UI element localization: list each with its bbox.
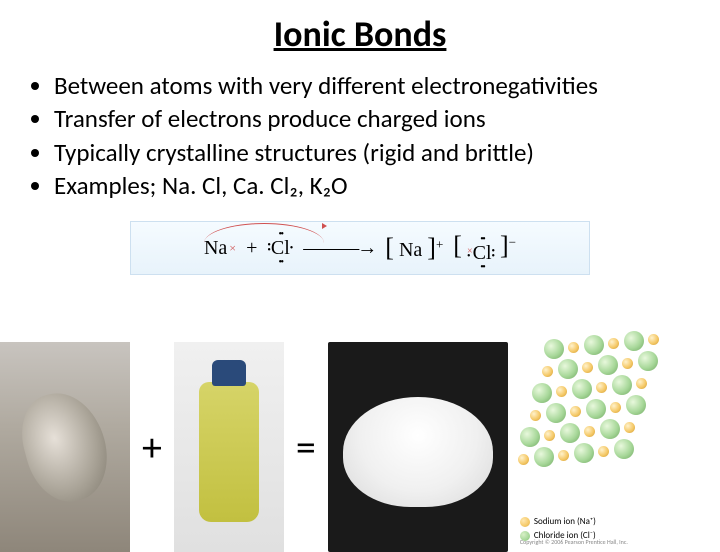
chloride-sphere [584,335,604,355]
sodium-sphere [556,386,567,397]
sodium-sphere [596,382,607,393]
sodium-sphere [518,454,529,465]
crystal-lattice-diagram: Sodium ion (Na⁺) Chloride ion (Cl⁻) Copy… [516,347,656,547]
chloride-sphere [598,355,618,375]
sodium-sphere [582,362,593,373]
plus-operator: + [142,423,162,472]
sodium-sphere [598,446,609,457]
chloride-sphere [586,399,606,419]
salt-photo [328,342,508,552]
sodium-sphere [568,342,579,353]
chloride-sphere [612,375,632,395]
sodium-ion: [ Na ]+ [385,233,443,263]
chloride-sphere [600,419,620,439]
chloride-sphere [572,379,592,399]
sodium-sphere [544,430,555,441]
chloride-sphere [638,351,658,371]
sodium-sphere [608,338,619,349]
images-row: + = Sodium ion (Na⁺) Chloride ion (Cl⁻) … [0,342,720,552]
sodium-legend-label: Sodium ion (Na⁺) [534,515,596,529]
chloride-sphere [624,331,644,351]
chloride-sphere [574,443,594,463]
sodium-sphere [558,450,569,461]
sodium-sphere [624,422,635,433]
sodium-sphere [542,366,553,377]
chloride-sphere [614,439,634,459]
chlorine-atom: •• • • Cl • • • [267,237,293,260]
chloride-ion: [ ×• • • Cl • • •• ]− [453,231,516,266]
electron-transfer-arc [204,223,324,243]
sodium-metal-photo [0,342,130,552]
sodium-sphere [584,426,595,437]
sodium-sphere [648,334,659,345]
sodium-sphere [530,410,541,421]
bullet-item: Typically crystalline structures (rigid … [54,137,700,168]
chloride-sphere [532,383,552,403]
page-title: Ionic Bonds [0,12,720,56]
bullet-item: Between atoms with very different electr… [54,70,700,101]
chloride-sphere [534,447,554,467]
sodium-sphere [622,358,633,369]
chloride-sphere [544,339,564,359]
equals-operator: = [296,423,316,472]
bullet-list: Between atoms with very different electr… [36,70,700,201]
chloride-sphere [560,423,580,443]
sodium-sphere [570,406,581,417]
chlorine-gas-photo [174,342,284,552]
lewis-equation: Na × + •• • • Cl • • • ———→ [ Na ]+ [ ×•… [130,221,590,275]
chloride-sphere [546,403,566,423]
bullet-item: Examples; Na. Cl, Ca. Cl₂, K₂O [54,170,700,201]
sodium-sphere [636,378,647,389]
chloride-sphere [626,395,646,415]
chloride-sphere [558,359,578,379]
copyright-text: Copyright © 2006 Pearson Prentice Hall, … [520,538,628,546]
bullet-item: Transfer of electrons produce charged io… [54,103,700,134]
chloride-sphere [520,427,540,447]
sodium-sphere [610,402,621,413]
